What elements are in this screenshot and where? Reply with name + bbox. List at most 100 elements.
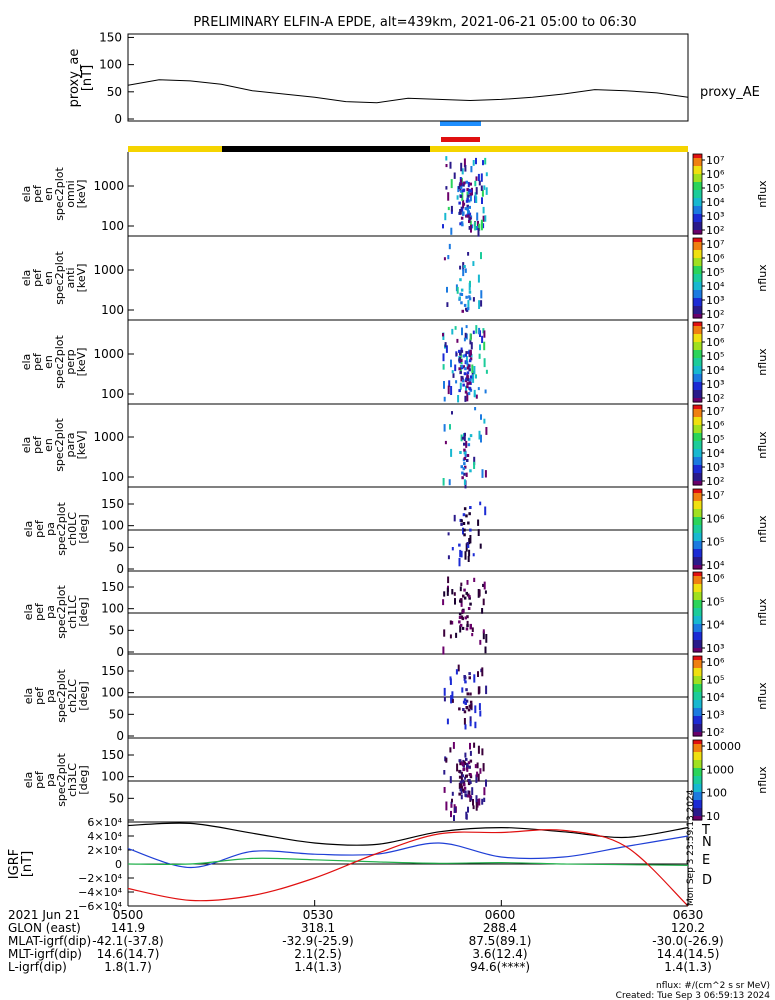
colorbar-cell [693,471,702,474]
colorbar-cell [693,804,702,807]
panel-ch3-core-pixel [465,774,468,778]
colorbar-tick-label: 10⁷ [706,238,724,251]
panel-perp-pixel [445,345,448,353]
panel-perp-pixel [442,364,445,370]
colorbar-cell [693,350,702,353]
colorbar-cell [693,214,702,217]
footer-value: 94.6(****) [470,960,530,974]
colorbar-cell [693,443,702,446]
colorbar-label-text: nflux [756,598,769,626]
footer-row-label: MLT-igrf(dip) [8,947,82,961]
colorbar-tick-label: 10⁶ [706,336,725,349]
panel-perp-core-pixel [469,352,472,356]
colorbar-cell [693,752,702,755]
panel-para-core-pixel [463,451,467,455]
panel-ch2-core-pixel [469,692,472,696]
panel-ch3-pixel [477,745,480,754]
panel-omni-pixel [447,192,450,201]
panel-ch1-pixel [459,625,462,633]
colorbar-cell [693,616,702,619]
colorbar-cell [693,479,702,482]
panel-para-pixel [465,440,468,448]
panel-omni-pixel [467,181,470,188]
panel-omni-pixel [468,226,471,230]
colorbar-cell [693,314,702,317]
colorbar-cell [693,250,702,253]
panel-perp-core-pixel [462,383,465,387]
panel-omni-pixel [485,187,488,195]
colorbar-cell [693,592,702,595]
panel-perp-core-pixel [466,385,469,389]
colorbar-cell [693,756,702,759]
panel-omni-pixel [460,179,463,183]
colorbar-cell [693,184,702,187]
panel-ch3-core-pixel [458,769,461,773]
colorbar-cell [693,415,702,418]
colorbar-tick-label: 10⁶ [706,572,725,585]
panel-ch2-ytick-label: 150 [101,664,124,678]
colorbar-cell [693,716,702,719]
footer-value: -42.1(-37.8) [92,934,163,948]
panel-ch3-ylabel-line: pa [44,773,57,787]
colorbar-cell [693,451,702,454]
panel-ch1-core-pixel [468,595,471,598]
panel-para-core-pixel [463,462,466,466]
colorbar-cell [693,218,702,221]
panel-ch3-pixel [478,798,481,806]
colorbar-cell [693,784,702,787]
colorbar-cell [693,600,702,603]
colorbar-cell [693,543,702,546]
panel-perp-ylabel-line: ela [20,354,33,371]
colorbar-cell [693,724,702,727]
panel-omni-pixel [478,223,481,231]
colorbar-cell [693,662,702,665]
panel-ch1-pixel [442,599,445,606]
colorbar-cell [693,764,702,767]
colorbar-cell [693,306,702,309]
colorbar-cell [693,226,702,229]
panel-ch2-core-pixel [464,680,467,684]
colorbar-tick-label: 10² [706,308,724,321]
footer-value: 87.5(89.1) [469,934,532,948]
colorbar-cell [693,499,702,502]
colorbar-cell [693,511,702,514]
panel-ch2-pixel [485,685,488,695]
colorbar-cell [693,786,702,789]
panel-ch0-core-pixel [462,513,466,517]
panel-ch0-core-pixel [466,542,469,545]
panel-ch0-core-pixel [465,514,468,518]
panel-ch3-pixel [458,782,461,789]
colorbar-tick-label: 10³ [706,642,724,655]
panel-ch2-pixel [481,667,484,677]
igrf-ytick-label: −2×10⁴ [78,872,122,885]
colorbar-cell [693,330,702,333]
colorbar-cell [693,790,702,793]
panel-ch3-core-pixel [469,759,473,763]
panel-omni-core-pixel [468,220,471,223]
panel-anti-pixel [480,300,483,307]
colorbar-cell [693,206,702,209]
panel-para-pixel [451,411,453,415]
panel-perp-ylabel-line: en [42,355,55,369]
colorbar-cell [693,750,702,753]
colorbar-cell [693,682,702,685]
panel-ch3-pixel [472,805,475,810]
colorbar-cell [693,690,702,693]
panel-para-core-pixel [462,467,466,471]
panel-anti-pixel [480,290,483,299]
colorbar-cell [693,334,702,337]
colorbar-cell [693,248,702,251]
panel-para-pixel [463,479,466,485]
panel-ch0-pixel [484,506,487,516]
colorbar-cell [693,668,702,671]
colorbar-cell [693,762,702,765]
colorbar-cell [693,282,702,285]
colorbar-cell [693,638,702,641]
igrf-ylabel: IGRF[nT] [7,849,35,879]
colorbar-cell [693,798,702,801]
panel-ch0-pixel [459,549,462,558]
colorbar-cell [693,702,702,705]
panel-ch1-core-pixel [465,591,468,595]
colorbar-cell [693,700,702,703]
